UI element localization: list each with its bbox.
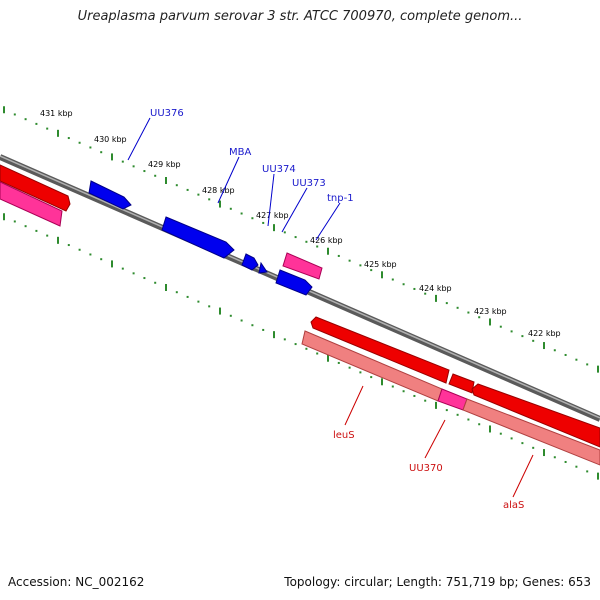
forward-gene[interactable] — [241, 253, 259, 271]
genome-summary-text: Topology: circular; Length: 751,719 bp; … — [284, 575, 591, 589]
reverse-gene[interactable] — [310, 316, 450, 384]
forward-gene[interactable] — [88, 180, 132, 210]
forward-gene[interactable] — [258, 261, 268, 274]
gene-label-mba: MBA — [229, 147, 251, 158]
reverse-gene[interactable] — [471, 383, 600, 448]
ruler-label: 428 kbp — [202, 186, 235, 195]
forward-gene[interactable] — [161, 216, 235, 259]
accession-text: Accession: NC_002162 — [8, 575, 145, 589]
rna-gene[interactable] — [437, 388, 468, 411]
ruler-label: 430 kbp — [94, 135, 127, 144]
ruler-label: 431 kbp — [40, 109, 73, 118]
inner-ruler-ticks — [3, 213, 599, 480]
forward-gene[interactable] — [275, 269, 313, 296]
ruler-label: 429 kbp — [148, 160, 181, 169]
gene-label-alas: alaS — [503, 500, 524, 511]
ruler-label: 426 kbp — [310, 236, 343, 245]
rna-gene[interactable] — [282, 252, 323, 280]
gene-label-uu376: UU376 — [150, 108, 184, 119]
ruler-label: 427 kbp — [256, 211, 289, 220]
reverse-gene-light[interactable] — [462, 398, 600, 466]
gene-label-tnp-1: tnp-1 — [327, 193, 354, 204]
forward-gene-labels: UU376 MBA UU374 UU373 tnp-1 — [150, 108, 354, 204]
ruler-label: 425 kbp — [364, 260, 397, 269]
ruler-label: 422 kbp — [528, 329, 561, 338]
rna-gene[interactable] — [0, 181, 63, 227]
gene-label-uu374: UU374 — [262, 164, 296, 175]
forward-label-leaders — [127, 117, 341, 241]
reverse-gene-labels: leuS UU370 alaS — [333, 430, 524, 511]
ruler-labels: 431 kbp 430 kbp 429 kbp 428 kbp 427 kbp … — [40, 109, 561, 338]
reverse-gene[interactable] — [448, 373, 475, 394]
genome-title: Ureaplasma parvum serovar 3 str. ATCC 70… — [77, 9, 523, 24]
outer-ruler-ticks — [3, 106, 599, 373]
ruler-label: 424 kbp — [419, 284, 452, 293]
gene-label-uu370: UU370 — [409, 463, 443, 474]
reverse-label-leaders — [344, 385, 534, 498]
reverse-gene[interactable] — [0, 164, 71, 212]
ruler-label: 423 kbp — [474, 307, 507, 316]
gene-label-uu373: UU373 — [292, 178, 326, 189]
gene-label-leus: leuS — [333, 430, 355, 441]
